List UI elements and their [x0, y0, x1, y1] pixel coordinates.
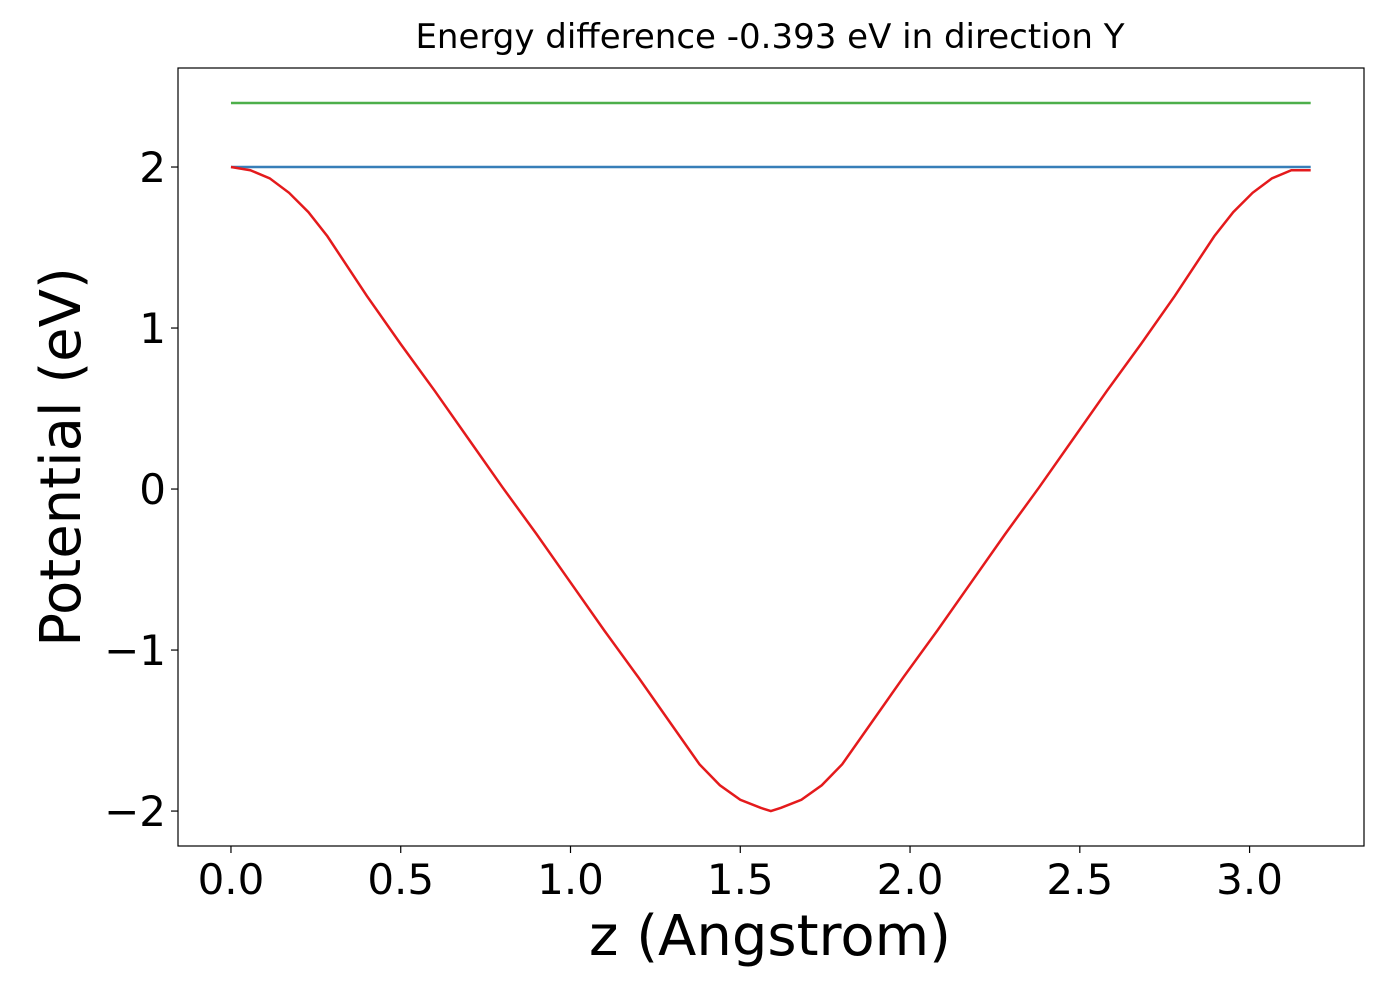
y-axis-label: Potential (eV): [29, 267, 94, 647]
y-tick-label: 1: [139, 304, 166, 353]
x-axis-label: z (Angstrom): [589, 904, 951, 969]
plot-frame: [177, 67, 1365, 847]
x-tick-label: 2.0: [877, 855, 944, 904]
y-tick-label: 0: [139, 465, 166, 514]
line-series: [230, 165, 1311, 813]
x-tick-label: 2.5: [1046, 855, 1113, 904]
y-tick-label: 2: [139, 143, 166, 192]
x-tick-label: 1.0: [537, 855, 604, 904]
y-tick-label: −1: [104, 626, 166, 675]
x-tick-label: 1.5: [707, 855, 774, 904]
x-tick-label: 3.0: [1216, 855, 1283, 904]
x-tick-label: 0.5: [367, 855, 434, 904]
y-tick-label: −2: [104, 787, 166, 836]
chart-title: Energy difference -0.393 eV in direction…: [415, 17, 1124, 57]
x-tick-label: 0.0: [198, 855, 265, 904]
